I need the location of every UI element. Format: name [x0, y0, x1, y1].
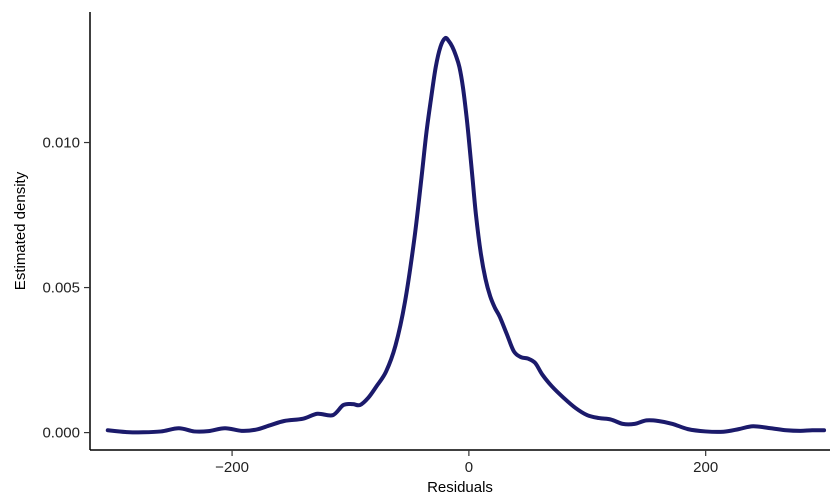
x-axis-title: Residuals [427, 479, 493, 496]
y-axis-title: Estimated density [12, 171, 29, 290]
axes [89, 12, 830, 451]
y-tick-label: 0.000 [42, 425, 80, 442]
density-curve [105, 35, 827, 435]
x-tick-label: 0 [465, 459, 473, 476]
y-tick-label: 0.005 [42, 280, 80, 297]
x-tick-label: 200 [693, 459, 718, 476]
y-tick-label: 0.010 [42, 135, 80, 152]
y-ticks: 0.000 0.005 0.010 [42, 135, 90, 442]
x-ticks: −200 0 200 [215, 450, 718, 476]
x-tick-label: −200 [215, 459, 249, 476]
